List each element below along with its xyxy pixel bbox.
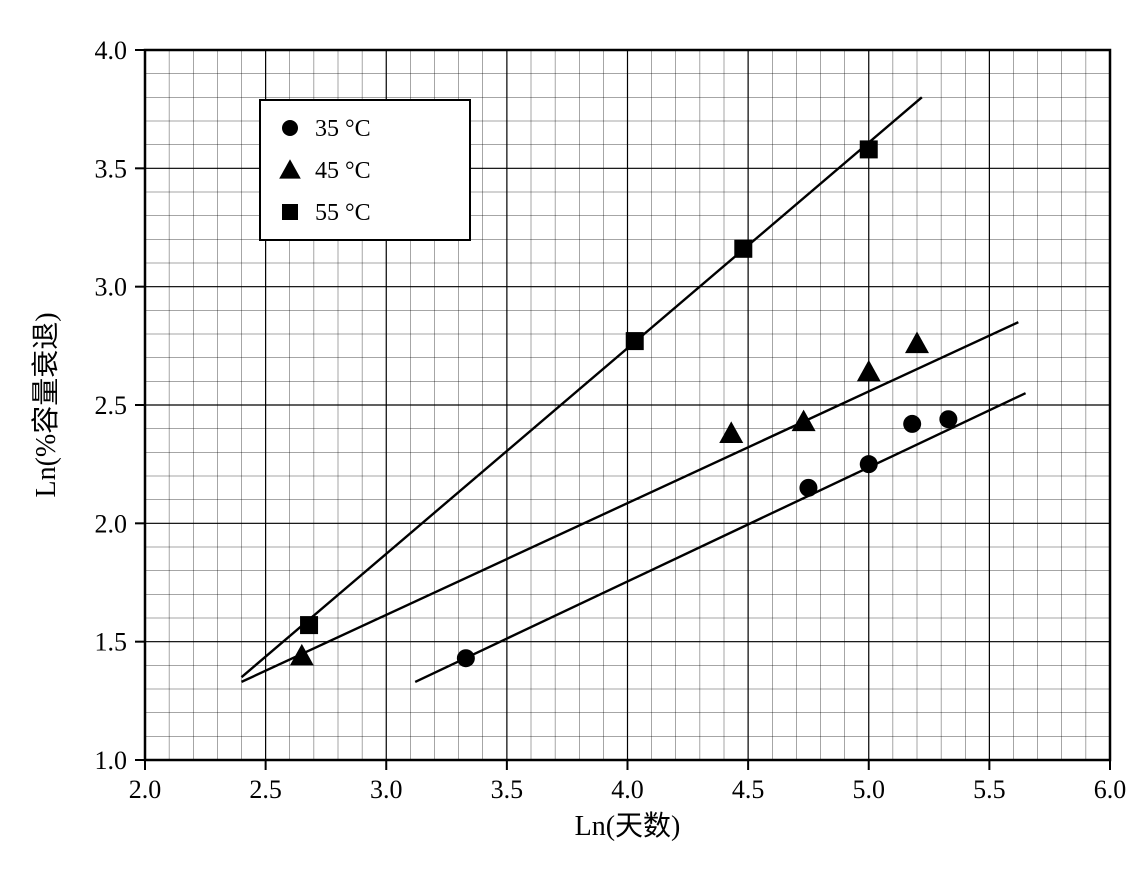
y-tick-label: 4.0 [95, 36, 128, 65]
x-tick-label: 3.0 [370, 775, 403, 804]
marker-circle [903, 415, 921, 433]
marker-square [860, 140, 878, 158]
x-tick-label: 2.5 [249, 775, 282, 804]
x-axis-label: Ln(天数) [575, 810, 681, 842]
marker-square [300, 616, 318, 634]
y-tick-label: 1.0 [95, 746, 128, 775]
y-tick-label: 2.5 [95, 391, 128, 420]
x-tick-label: 4.5 [732, 775, 765, 804]
x-tick-label: 4.0 [611, 775, 644, 804]
legend-item-label: 55 °C [315, 200, 371, 226]
x-tick-label: 5.5 [973, 775, 1006, 804]
marker-circle [457, 649, 475, 667]
legend-item-label: 45 °C [315, 158, 371, 184]
marker-circle [282, 120, 298, 136]
marker-square [282, 204, 298, 220]
marker-circle [799, 479, 817, 497]
y-tick-label: 3.5 [95, 154, 128, 183]
legend-item-label: 35 °C [315, 116, 371, 142]
marker-circle [860, 455, 878, 473]
y-axis-label: Ln(%容量衰退) [30, 312, 62, 497]
x-tick-label: 6.0 [1094, 775, 1127, 804]
marker-square [734, 240, 752, 258]
marker-circle [939, 410, 957, 428]
scatter-chart: 2.0 2.5 3.0 3.5 4.0 4.5 5.0 5.5 6.0 1.0 1.5 2.0 2.5 3… [20, 20, 1135, 867]
marker-square [626, 332, 644, 350]
x-tick-label: 2.0 [129, 775, 162, 804]
y-tick-label: 2.0 [95, 509, 128, 538]
x-tick-label: 5.0 [853, 775, 886, 804]
x-tick-label: 3.5 [491, 775, 524, 804]
y-tick-label: 3.0 [95, 273, 128, 302]
chart-bg [20, 20, 1135, 867]
y-tick-label: 1.5 [95, 628, 128, 657]
chart-container: 2.0 2.5 3.0 3.5 4.0 4.5 5.0 5.5 6.0 1.0 1.5 2.0 2.5 3… [20, 20, 1135, 867]
